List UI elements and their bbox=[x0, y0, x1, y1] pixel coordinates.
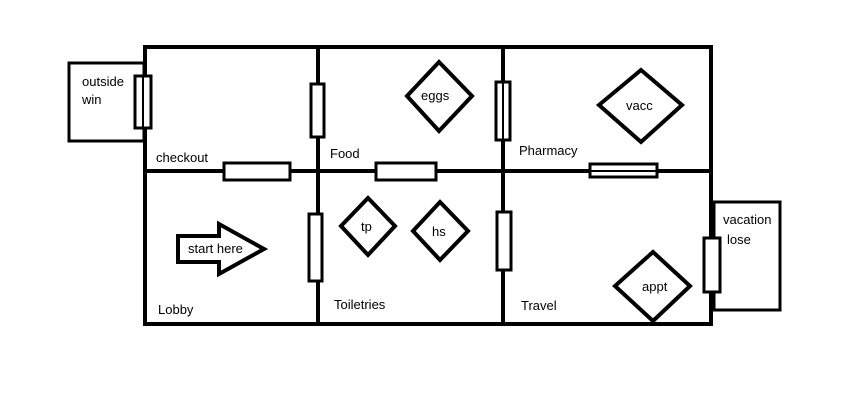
room-label-travel: Travel bbox=[521, 298, 557, 313]
outside-win-label-line1: outside bbox=[82, 74, 124, 89]
door-checkout-lobby[interactable] bbox=[222, 161, 292, 182]
door-checkout-food[interactable] bbox=[309, 82, 326, 139]
room-label-food: Food bbox=[330, 146, 360, 161]
vacation-lose-label-line2: lose bbox=[727, 232, 751, 247]
item-hs-label: hs bbox=[432, 224, 446, 239]
room-label-lobby: Lobby bbox=[158, 302, 194, 317]
item-tp-label: tp bbox=[361, 219, 372, 234]
item-appt-diamond[interactable] bbox=[612, 249, 693, 324]
door-toiletries-travel[interactable] bbox=[495, 210, 513, 272]
item-appt-label: appt bbox=[642, 279, 668, 294]
door-lobby-toiletries[interactable] bbox=[307, 212, 324, 283]
store-outline bbox=[143, 45, 713, 326]
item-vacc-diamond[interactable] bbox=[595, 67, 686, 145]
start-here-label: start here bbox=[188, 241, 243, 256]
vacation-lose-box bbox=[712, 200, 782, 312]
room-label-toiletries: Toiletries bbox=[334, 297, 386, 312]
start-arrow-icon[interactable] bbox=[176, 220, 269, 278]
room-label-pharmacy: Pharmacy bbox=[519, 143, 578, 158]
outside-win-label-line2: win bbox=[81, 92, 102, 107]
door-food-toiletries[interactable] bbox=[374, 161, 438, 182]
item-hs-diamond[interactable] bbox=[410, 199, 471, 263]
door-vacation-lose[interactable] bbox=[702, 236, 722, 294]
outside-win-box bbox=[67, 61, 146, 143]
item-tp-diamond[interactable] bbox=[338, 195, 398, 258]
item-eggs-label: eggs bbox=[421, 88, 450, 103]
room-label-checkout: checkout bbox=[156, 150, 208, 165]
item-vacc-label: vacc bbox=[626, 98, 653, 113]
vacation-lose-label-line1: vacation bbox=[723, 212, 771, 227]
item-eggs-diamond[interactable] bbox=[404, 59, 475, 134]
